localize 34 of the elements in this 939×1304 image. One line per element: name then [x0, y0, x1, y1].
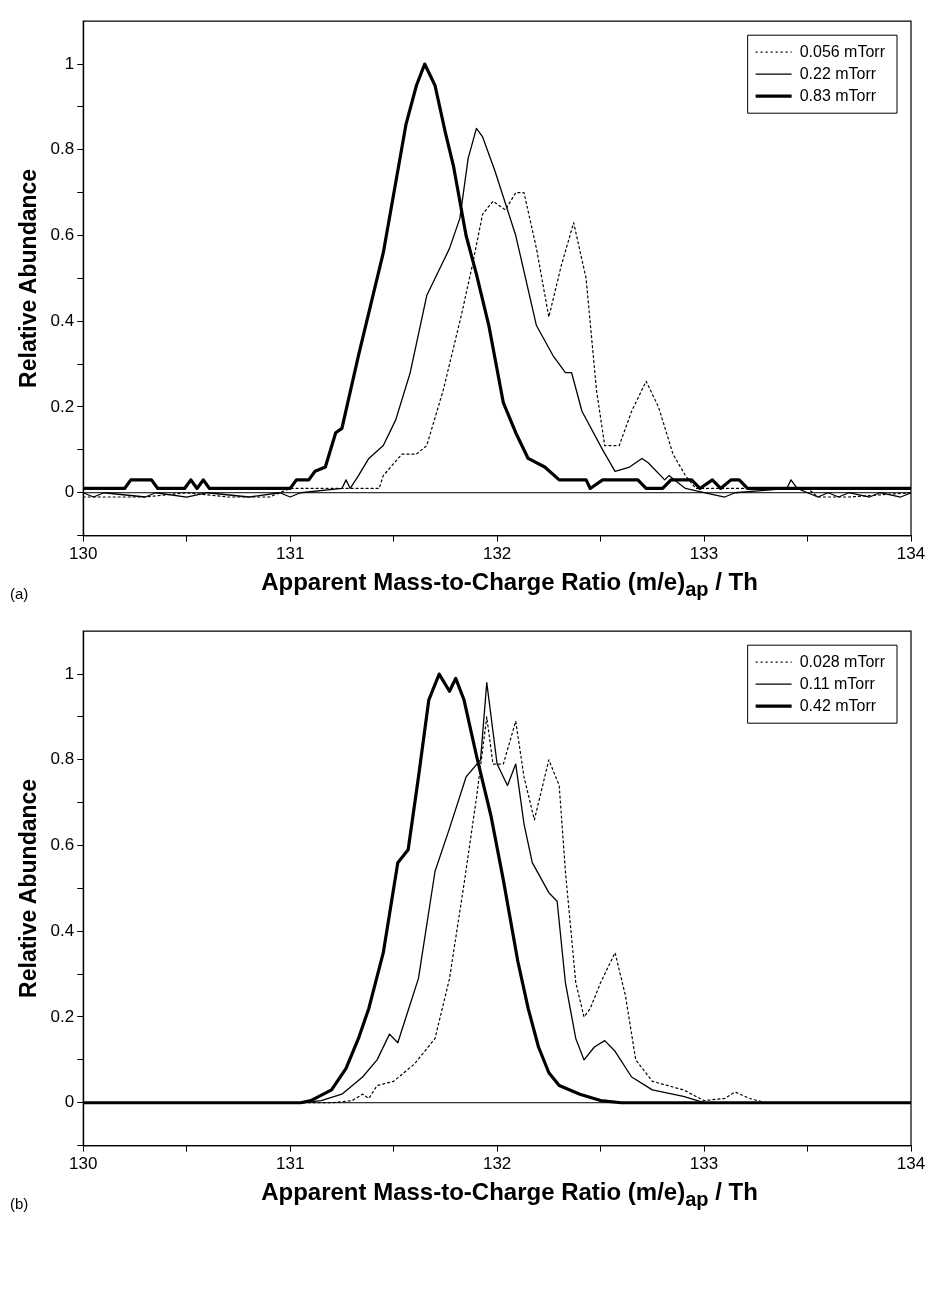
y-tick-label: 0.8	[50, 139, 75, 159]
y-tick-label: 0.4	[50, 920, 75, 940]
x-tick-label: 133	[689, 544, 719, 564]
legend-label: 0.42 mTorr	[799, 696, 877, 714]
y-axis-title: Relative Abundance	[15, 778, 42, 998]
legend-label: 0.83 mTorr	[799, 86, 877, 104]
legend-label: 0.028 mTorr	[799, 652, 886, 670]
x-tick-label: 131	[275, 1154, 305, 1174]
y-tick-label: 0	[64, 482, 75, 502]
y-tick-label: 0.4	[50, 310, 75, 330]
y-tick-label: 0.6	[50, 835, 75, 855]
x-tick-label: 132	[482, 544, 512, 564]
x-tick-label: 134	[896, 1154, 926, 1174]
x-tick-label: 133	[689, 1154, 719, 1174]
x-tick-label: 132	[482, 1154, 512, 1174]
y-tick-label: 0.2	[50, 396, 75, 416]
text: (a)	[10, 585, 29, 602]
y-tick-label: 0	[64, 1092, 75, 1112]
y-axis-title: Relative Abundance	[15, 168, 42, 388]
legend-label: 0.056 mTorr	[799, 42, 886, 60]
x-tick-label: 134	[896, 544, 926, 564]
legend-label: 0.11 mTorr	[799, 674, 876, 692]
text: (b)	[10, 1195, 29, 1212]
y-tick-label: 1	[64, 663, 75, 683]
x-tick-label: 130	[69, 1154, 98, 1174]
x-tick-label: 131	[275, 544, 305, 564]
x-axis-title: Apparent Mass-to-Charge Ratio (m/e)$_{ap}$ / Th	[261, 568, 758, 600]
y-tick-label: 0.2	[50, 1006, 75, 1026]
y-tick-label: 0.6	[50, 225, 75, 245]
x-tick-label: 130	[69, 544, 98, 564]
y-tick-label: 0.8	[50, 749, 75, 769]
x-axis-title: Apparent Mass-to-Charge Ratio (m/e)$_{ap}$ / Th	[261, 1178, 758, 1210]
y-tick-label: 1	[64, 53, 75, 73]
legend-label: 0.22 mTorr	[799, 64, 877, 82]
